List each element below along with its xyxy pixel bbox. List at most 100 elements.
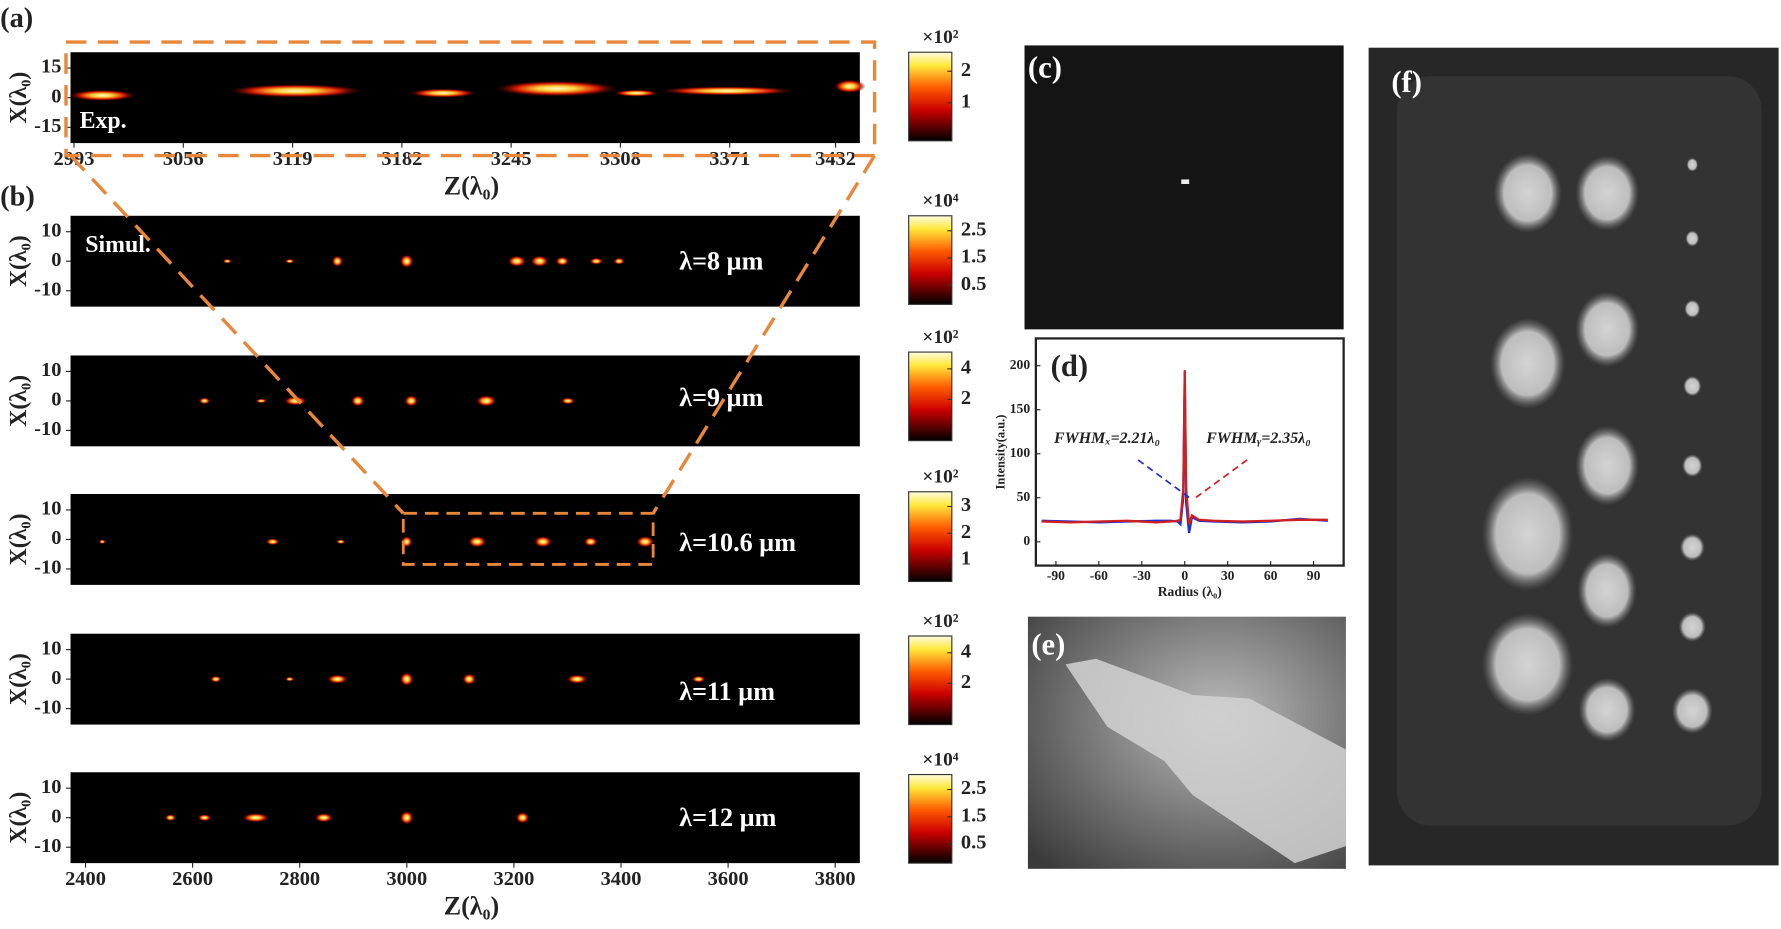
- y-tick-label: 10: [41, 359, 61, 381]
- colorbar-tick-label: 4: [961, 640, 971, 662]
- x-tick-label: 3000: [386, 868, 427, 890]
- x-tick-label: 60: [1264, 568, 1278, 583]
- wavelength-label: λ=12 µm: [679, 803, 776, 832]
- y-tick-label: 10: [41, 219, 61, 241]
- wavelength-label: λ=11 µm: [679, 677, 775, 706]
- x-tick-label: 2600: [172, 868, 213, 890]
- colorbar-tick-label: 1.5: [961, 246, 987, 268]
- colorbar-label: ×10⁴: [922, 191, 958, 212]
- hotspot: [561, 397, 575, 405]
- hotspot: [197, 814, 212, 822]
- y-tick-label: -10: [34, 696, 61, 718]
- y-tick-label: 50: [1017, 489, 1031, 504]
- colorbar: [908, 773, 953, 864]
- hotspot: [583, 537, 598, 547]
- hotspot: [336, 539, 346, 544]
- hotspot: [227, 84, 364, 98]
- colorbar-tick-label: 2.5: [961, 218, 987, 240]
- heatmap-bg: [70, 215, 860, 307]
- zoom-line: [69, 154, 405, 515]
- hotspot: [691, 675, 706, 683]
- y-tick-label: 0: [51, 249, 61, 271]
- hotspot: [613, 89, 659, 97]
- blob: [1685, 230, 1700, 247]
- blob: [1575, 291, 1639, 367]
- blob: [1577, 553, 1637, 629]
- x-tick-label: 3056: [163, 148, 204, 170]
- hotspot: [566, 674, 588, 684]
- hotspot: [475, 395, 497, 407]
- hotspot: [613, 257, 625, 265]
- hotspot: [210, 675, 222, 683]
- x-tick-label: 2400: [65, 868, 106, 890]
- colorbar-tick-label: 1: [961, 91, 971, 113]
- y-tick-label: 10: [41, 776, 61, 798]
- y-tick-label: 0: [51, 805, 61, 827]
- blob: [1482, 613, 1574, 716]
- x-tick-label: 3182: [381, 148, 422, 170]
- blob: [1575, 425, 1639, 506]
- y-tick-label: 100: [1010, 445, 1031, 460]
- colorbar-label: ×10²: [922, 27, 958, 48]
- panel-label: (a): [0, 3, 33, 34]
- hotspot: [285, 258, 295, 264]
- series-line: [1041, 370, 1328, 525]
- colorbar: [908, 635, 953, 726]
- colorbar-tick-label: 0.5: [961, 273, 987, 295]
- hotspot: [222, 258, 232, 264]
- hotspot: [494, 80, 620, 97]
- hotspot: [314, 813, 333, 823]
- colorbar-tick-label: 2: [961, 671, 971, 693]
- annotation: FWHMₓ=2.21λ₀: [1053, 430, 1160, 447]
- hotspot: [530, 255, 549, 267]
- hotspot: [833, 79, 866, 94]
- y-tick-label: 0: [51, 527, 61, 549]
- y-axis-label: X(λ₀): [6, 513, 32, 565]
- x-tick-label: 3200: [493, 868, 534, 890]
- y-tick-label: -10: [34, 278, 61, 300]
- colorbar: [908, 491, 953, 583]
- hotspot: [399, 254, 414, 269]
- y-tick-label: 15: [41, 56, 61, 78]
- heatmap-bg: [70, 52, 860, 144]
- colorbar-tick-label: 2: [961, 387, 971, 409]
- x-tick-label: 90: [1307, 568, 1321, 583]
- y-tick-label: 0: [51, 85, 61, 107]
- annotation: Simul.: [85, 232, 151, 258]
- y-tick-label: -10: [34, 835, 61, 857]
- annotation: FWHMᵧ=2.35λ₀: [1205, 430, 1311, 447]
- heatmap-bg: [70, 494, 860, 585]
- x-tick-label: -30: [1133, 568, 1151, 583]
- colorbar-tick-label: 0.5: [961, 832, 987, 854]
- hotspot: [468, 536, 487, 548]
- blob: [1490, 317, 1566, 409]
- hotspot: [408, 88, 478, 98]
- colorbar-tick-label: 4: [961, 357, 971, 379]
- y-tick-label: 0: [51, 667, 61, 689]
- blob: [1575, 155, 1639, 231]
- x-tick-label: 3119: [273, 148, 313, 170]
- colorbar: [908, 215, 953, 305]
- blob: [1493, 153, 1562, 233]
- x-axis-label: Z(λ₀): [444, 172, 499, 201]
- x-tick-label: 3600: [708, 868, 749, 890]
- blob: [1683, 375, 1702, 397]
- hotspot: [164, 814, 177, 822]
- colorbar: [908, 351, 953, 442]
- blob: [1682, 454, 1703, 477]
- y-axis-label: Intensity(a.u.): [994, 415, 1008, 490]
- x-tick-label: -90: [1047, 568, 1065, 583]
- zoom-line: [651, 154, 877, 515]
- x-tick-label: 3800: [815, 868, 856, 890]
- wavelength-label: λ=8 µm: [679, 246, 763, 275]
- focus-spot: [1181, 179, 1190, 184]
- colorbar-tick-label: 2.5: [961, 777, 987, 799]
- y-tick-label: 200: [1010, 357, 1031, 372]
- hotspot: [399, 672, 414, 686]
- x-tick-label: 0: [1181, 568, 1188, 583]
- y-tick-label: 150: [1010, 401, 1031, 416]
- y-tick-label: -10: [34, 557, 61, 579]
- hotspot: [555, 256, 570, 266]
- hotspot: [331, 255, 344, 267]
